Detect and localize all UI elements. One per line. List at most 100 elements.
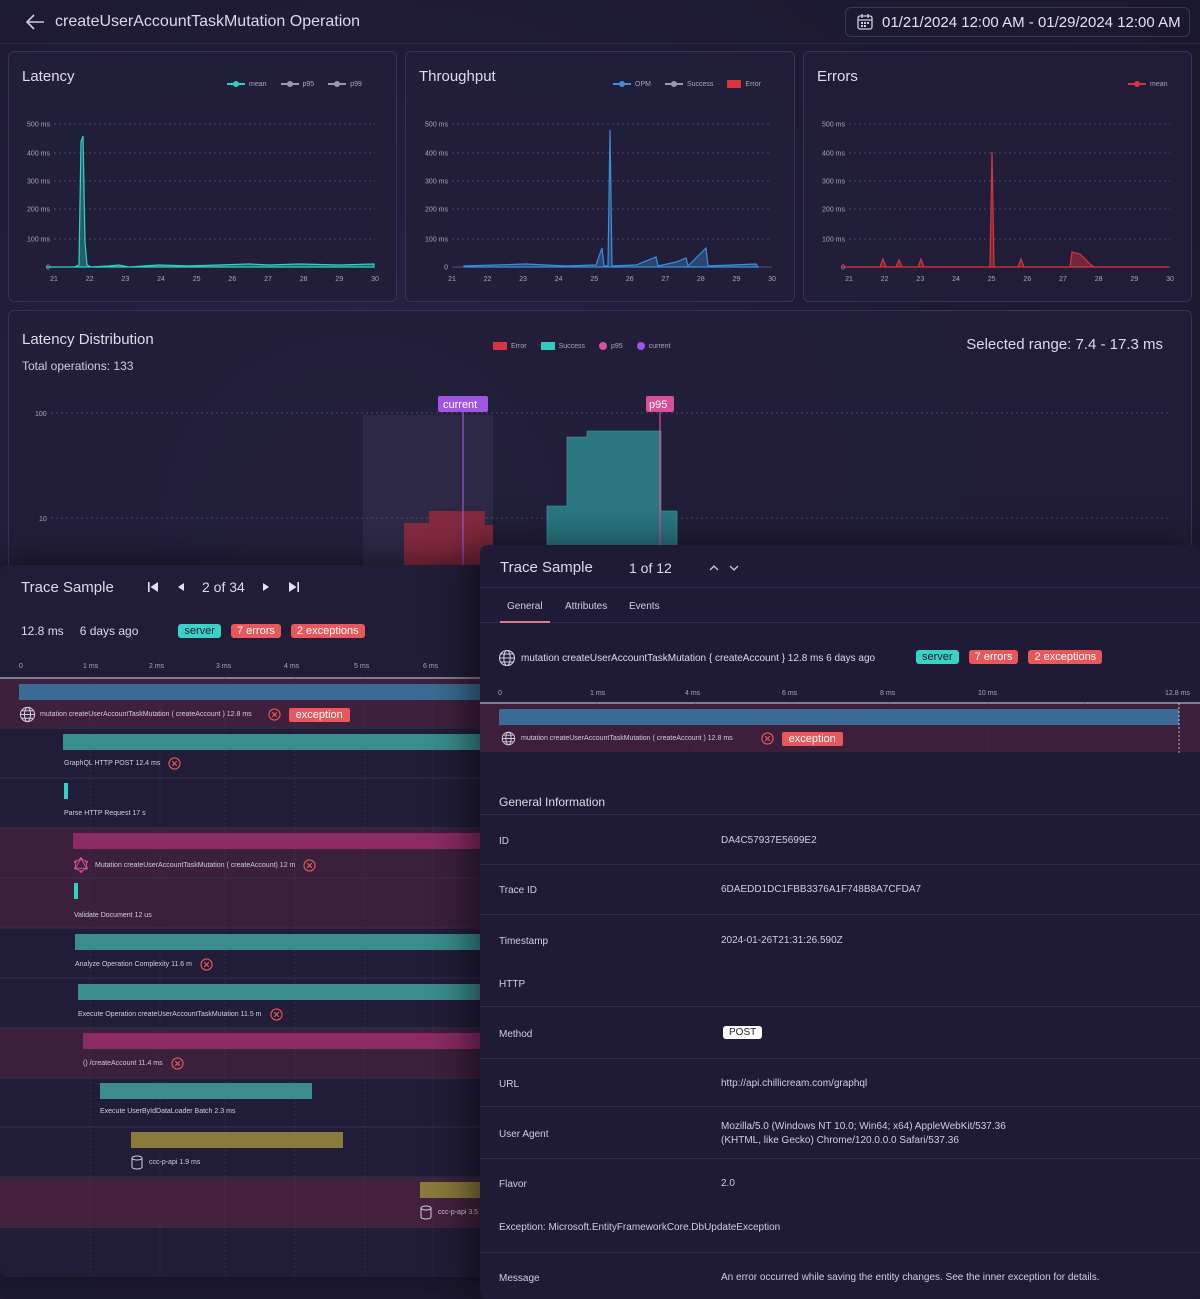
- prev-page-icon[interactable]: [174, 580, 188, 594]
- span-row-http[interactable]: GraphQL HTTP POST 12.4 ms: [64, 757, 181, 770]
- span-bar-execute: [78, 984, 480, 1000]
- span-row-execute[interactable]: Execute Operation createUserAccountTaskM…: [78, 1008, 283, 1021]
- current-marker: current: [443, 399, 477, 411]
- throughput-legend: OPM Success Error: [613, 80, 761, 88]
- span-row-mutation[interactable]: Mutation createUserAccountTaskMutation (…: [73, 857, 317, 873]
- next-page-icon[interactable]: [259, 580, 273, 594]
- globe-icon: [501, 731, 516, 746]
- span-row-db1[interactable]: ccc-p-api 1.9 ms: [131, 1155, 200, 1170]
- svg-text:4 ms: 4 ms: [685, 690, 701, 697]
- date-range-picker[interactable]: 01/21/2024 12:00 AM - 01/29/2024 12:00 A…: [845, 7, 1190, 37]
- y-tick-label: 500 ms: [425, 122, 448, 129]
- x-tick-label: 27: [264, 276, 272, 283]
- row-timestamp-value: 2024-01-26T21:31:26.590Z: [721, 935, 843, 946]
- span-row-dataloader[interactable]: Execute UserByIdDataLoader Batch 2.3 ms: [100, 1108, 235, 1115]
- row-url-value[interactable]: http://api.chillicream.com/graphql: [721, 1078, 868, 1089]
- x-tick-label: 22: [484, 276, 492, 283]
- x-tick-label: 30: [371, 276, 379, 283]
- selected-range: Selected range: 7.4 - 17.3 ms: [966, 336, 1163, 353]
- legend-mean[interactable]: mean: [227, 80, 267, 88]
- y-tick-label: 400 ms: [27, 151, 50, 158]
- last-page-icon[interactable]: [287, 580, 301, 594]
- tab-events[interactable]: Events: [629, 601, 660, 612]
- span-label-validate: Validate Document 12 us: [74, 912, 152, 919]
- span-row-db2[interactable]: ccc-p-api 3.5: [420, 1205, 478, 1220]
- back-arrow-icon[interactable]: [24, 12, 46, 32]
- row-flavor: Flavor 2.0 Exception: Microsoft.EntityFr…: [480, 1159, 1200, 1253]
- x-tick-label: 21: [50, 276, 58, 283]
- legend-errors-mean[interactable]: mean: [1128, 80, 1168, 88]
- span-label-createaccount: () /createAccount 11.4 ms: [83, 1060, 163, 1067]
- errors-card: Errors mean 500 ms 400 ms 300 ms 200 ms 100 …: [803, 51, 1192, 302]
- svg-text:0: 0: [19, 663, 23, 670]
- legend-p95[interactable]: p95: [280, 80, 314, 88]
- span-bar-http: [63, 734, 480, 750]
- span-row-root[interactable]: mutation createUserAccountTaskMutation (…: [19, 706, 350, 723]
- exception-badge: exception: [781, 731, 843, 746]
- y-tick-label: 400 ms: [425, 151, 448, 158]
- throughput-opm-series: [463, 129, 760, 268]
- span-label-db2: ccc-p-api 3.5: [438, 1209, 479, 1216]
- y-tick-label: 200 ms: [822, 207, 845, 214]
- errors-y-axis: 500 ms 400 ms 300 ms 200 ms 100 ms 0: [822, 122, 1170, 272]
- span-bar-mutation: [73, 833, 480, 849]
- span-label-http: GraphQL HTTP POST 12.4 ms: [64, 760, 161, 767]
- y-tick-label: 200 ms: [27, 207, 50, 214]
- row-id-value: DA4C57937E5699E2: [721, 835, 817, 846]
- legend-dist-current[interactable]: current: [636, 342, 671, 350]
- span-bar-db2: [420, 1182, 480, 1198]
- y-tick-label: 100 ms: [822, 237, 845, 244]
- database-icon: [131, 1155, 143, 1170]
- x-tick-label: 24: [555, 276, 563, 283]
- trace-duration: 12.8 ms: [21, 624, 64, 638]
- x-tick-label: 21: [845, 276, 853, 283]
- chevron-down-icon[interactable]: [728, 562, 740, 574]
- legend-opm[interactable]: OPM: [613, 80, 651, 88]
- user-agent-line-1: Mozilla/5.0 (Windows NT 10.0; Win64; x64…: [721, 1121, 1006, 1132]
- errors-badge: 7 errors: [968, 650, 1019, 664]
- legend-success[interactable]: Success: [664, 80, 713, 88]
- tab-attributes[interactable]: Attributes: [565, 601, 608, 612]
- errors-mean-series: [842, 151, 1169, 268]
- span-bar-root: [19, 684, 480, 700]
- span-row-createaccount[interactable]: () /createAccount 11.4 ms: [83, 1057, 184, 1070]
- svg-text:1 ms: 1 ms: [590, 690, 606, 697]
- trace-badges-right: server 7 errors 2 exceptions: [916, 650, 1112, 664]
- first-page-icon[interactable]: [146, 580, 160, 594]
- tab-general[interactable]: General: [500, 601, 550, 623]
- span-row-validate[interactable]: Validate Document 12 us: [74, 912, 152, 919]
- date-range-text: 01/21/2024 12:00 AM - 01/29/2024 12:00 A…: [882, 13, 1181, 31]
- database-icon: [420, 1205, 432, 1220]
- y-tick-label: 500 ms: [27, 122, 50, 129]
- throughput-x-axis: 21 22 23 24 25 26 27 28 29 30: [448, 276, 776, 283]
- x-tick-label: 25: [590, 276, 598, 283]
- span-label-analyze: Analyze Operation Complexity 11.6 m: [75, 961, 192, 968]
- span-row-parse[interactable]: Parse HTTP Request 17 s: [64, 810, 146, 817]
- trace-sample-panel-right: Trace Sample 1 of 12 General Attributes …: [480, 545, 1200, 1299]
- latency-x-axis: 21 22 23 24 25 26 27 28 29 30: [50, 276, 379, 283]
- globe-icon: [19, 706, 36, 723]
- span-row-root-right[interactable]: mutation createUserAccountTaskMutation (…: [501, 731, 843, 746]
- trace-tabs: General Attributes Events: [480, 587, 1200, 623]
- legend-p99[interactable]: p99: [328, 80, 362, 88]
- trace-operation-label: mutation createUserAccountTaskMutation {…: [521, 652, 876, 664]
- row-exception-key: Exception: Microsoft.EntityFrameworkCore…: [499, 1222, 781, 1233]
- span-bar-dataloader: [100, 1083, 312, 1099]
- legend-error[interactable]: Error: [727, 80, 761, 88]
- legend-dist-p95[interactable]: p95: [599, 342, 623, 350]
- chevron-up-icon[interactable]: [708, 562, 720, 574]
- legend-dist-error[interactable]: Error: [493, 342, 527, 350]
- errors-x-axis: 21 22 23 24 25 26 27 28 29 30: [845, 276, 1174, 283]
- span-label-mutation: Mutation createUserAccountTaskMutation (…: [95, 861, 296, 869]
- error-x-icon: [268, 708, 281, 721]
- x-tick-label: 25: [988, 276, 996, 283]
- trace-count: 1 of 12: [629, 560, 672, 576]
- row-user-agent-key: User Agent: [499, 1129, 549, 1140]
- y-tick-label: 300 ms: [822, 179, 845, 186]
- legend-dist-success[interactable]: Success: [540, 342, 585, 350]
- x-tick-label: 26: [626, 276, 634, 283]
- x-tick-label: 26: [1023, 276, 1031, 283]
- span-row-analyze[interactable]: Analyze Operation Complexity 11.6 m: [75, 958, 213, 971]
- trace-sample-title: Trace Sample: [21, 579, 114, 596]
- x-tick-label: 29: [733, 276, 741, 283]
